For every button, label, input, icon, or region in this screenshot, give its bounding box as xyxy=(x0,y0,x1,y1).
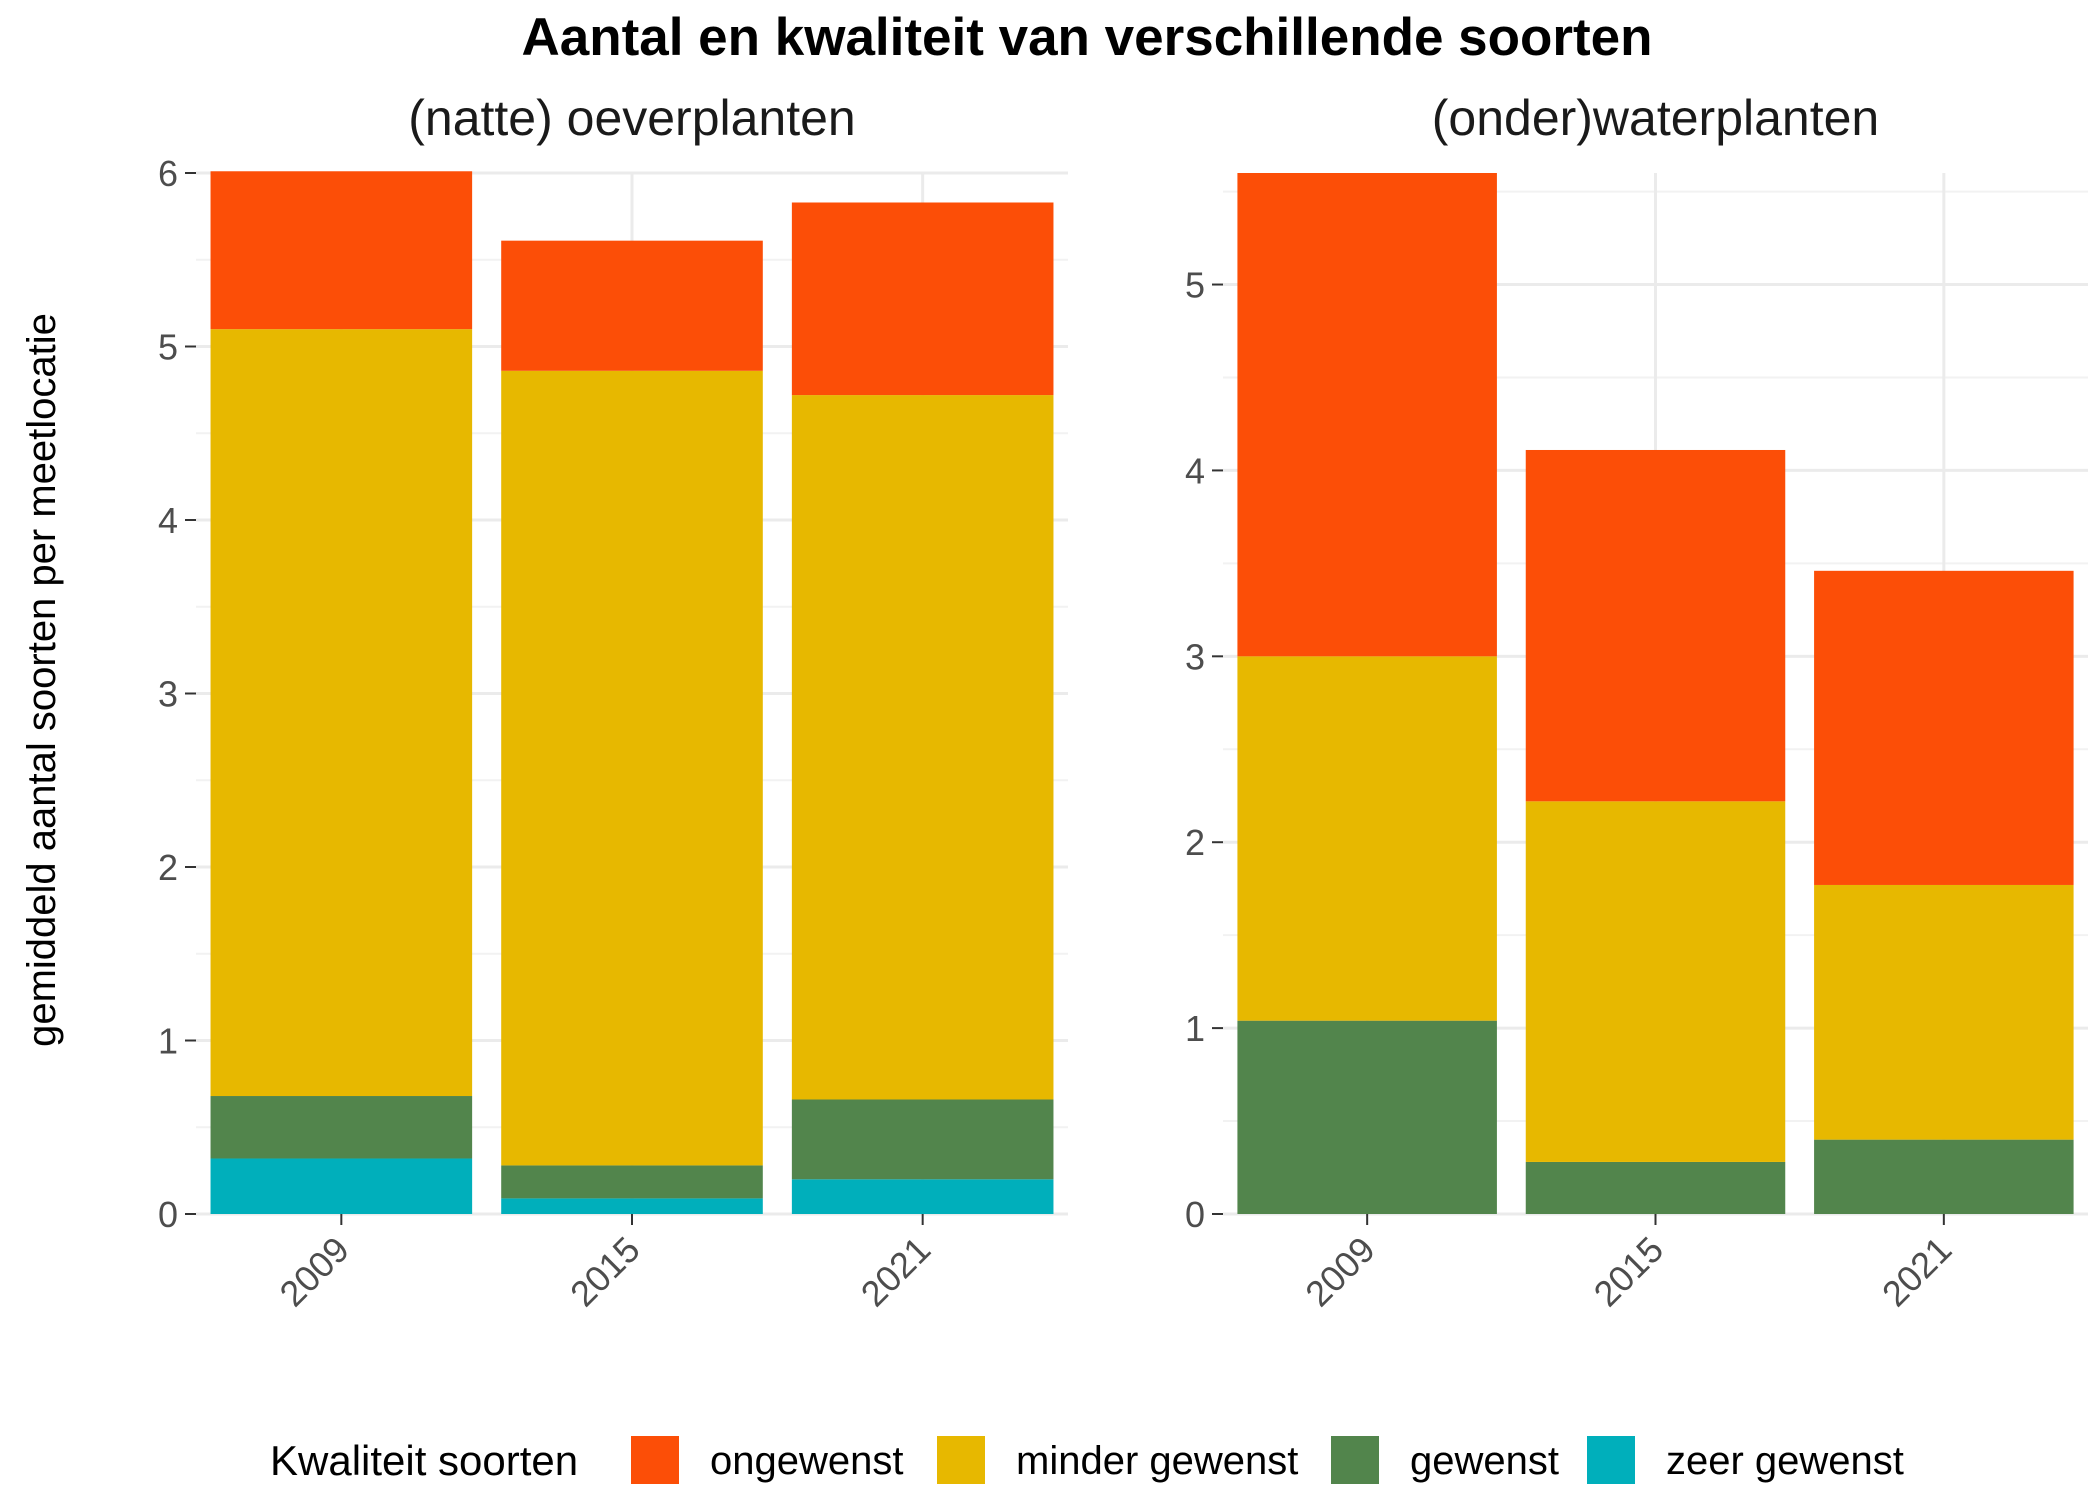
legend-label: zeer gewenst xyxy=(1666,1439,1904,1483)
y-tick-label: 6 xyxy=(158,153,178,194)
legend-title: Kwaliteit soorten xyxy=(270,1437,578,1484)
x-tick-label: 2015 xyxy=(562,1229,648,1315)
y-tick-label: 5 xyxy=(158,327,178,368)
bar-segment-ongewenst-2015 xyxy=(501,240,763,371)
legend-item: minder gewenst xyxy=(937,1436,1298,1484)
chart-title: Aantal en kwaliteit van verschillende so… xyxy=(521,8,1652,67)
facet-panel: 0 1 2 3 4 5 2009 2015 2021 (onder)waterplanten xyxy=(1185,90,2088,1314)
facet-panel: 0 1 2 3 4 5 6 2009 2015 2021 (natte) oeverplanten xyxy=(158,90,1068,1314)
bar-segment-minder-gewenst-2009 xyxy=(210,329,473,1097)
legend: Kwaliteit soorten ongewenst minder gewenst… xyxy=(270,1436,1904,1484)
bar-segment-ongewenst-2021 xyxy=(1814,570,2074,885)
legend-item: gewenst xyxy=(1331,1436,1559,1484)
bar-segment-ongewenst-2015 xyxy=(1525,449,1786,802)
legend-label: minder gewenst xyxy=(1016,1439,1298,1483)
bar-segment-zeer-gewenst-2021 xyxy=(791,1179,1054,1214)
bar-segment-gewenst-2021 xyxy=(1814,1139,2074,1214)
facet-title: (natte) oeverplanten xyxy=(408,90,856,146)
bar-segment-gewenst-2009 xyxy=(210,1096,473,1159)
y-tick-label: 1 xyxy=(158,1021,178,1062)
bar-segment-minder-gewenst-2021 xyxy=(791,395,1054,1100)
y-tick-label: 4 xyxy=(158,500,178,541)
x-tick-label: 2009 xyxy=(271,1229,357,1315)
bar-segment-gewenst-2021 xyxy=(791,1099,1054,1180)
bar-segment-minder-gewenst-2015 xyxy=(501,370,763,1166)
legend-swatch xyxy=(631,1436,679,1484)
bar-segment-gewenst-2009 xyxy=(1237,1020,1497,1214)
x-tick-label: 2021 xyxy=(853,1229,939,1315)
legend-swatch xyxy=(1587,1436,1635,1484)
bar-segment-gewenst-2015 xyxy=(1525,1161,1786,1214)
y-tick-label: 3 xyxy=(158,674,178,715)
legend-label: gewenst xyxy=(1410,1439,1559,1483)
bar-segment-ongewenst-2021 xyxy=(791,202,1054,396)
facet-title: (onder)waterplanten xyxy=(1432,90,1880,146)
bar-segment-minder-gewenst-2021 xyxy=(1814,884,2074,1140)
legend-item: zeer gewenst xyxy=(1587,1436,1904,1484)
y-tick-label: 5 xyxy=(1185,265,1205,306)
bar-segment-zeer-gewenst-2009 xyxy=(210,1158,473,1214)
legend-swatch xyxy=(1331,1436,1379,1484)
y-axis-label: gemiddeld aantal soorten per meetlocatie xyxy=(20,313,64,1047)
y-tick-label: 1 xyxy=(1185,1008,1205,1049)
bar-segment-ongewenst-2009 xyxy=(1237,173,1497,657)
x-tick-label: 2009 xyxy=(1297,1229,1383,1315)
y-tick-label: 0 xyxy=(1185,1194,1205,1235)
y-tick-label: 3 xyxy=(1185,636,1205,677)
bar-segment-zeer-gewenst-2015 xyxy=(501,1198,763,1214)
x-tick-label: 2015 xyxy=(1586,1229,1672,1315)
bar-segment-minder-gewenst-2009 xyxy=(1237,656,1497,1021)
legend-label: ongewenst xyxy=(710,1439,903,1483)
bar-segment-ongewenst-2009 xyxy=(210,171,473,330)
legend-swatch xyxy=(937,1436,985,1484)
y-tick-label: 2 xyxy=(1185,822,1205,863)
bar-segment-minder-gewenst-2015 xyxy=(1525,801,1786,1162)
legend-item: ongewenst xyxy=(631,1436,903,1484)
x-tick-label: 2021 xyxy=(1874,1229,1960,1315)
y-tick-label: 0 xyxy=(158,1194,178,1235)
bar-segment-gewenst-2015 xyxy=(501,1165,763,1199)
y-tick-label: 2 xyxy=(158,847,178,888)
y-tick-label: 4 xyxy=(1185,450,1205,491)
